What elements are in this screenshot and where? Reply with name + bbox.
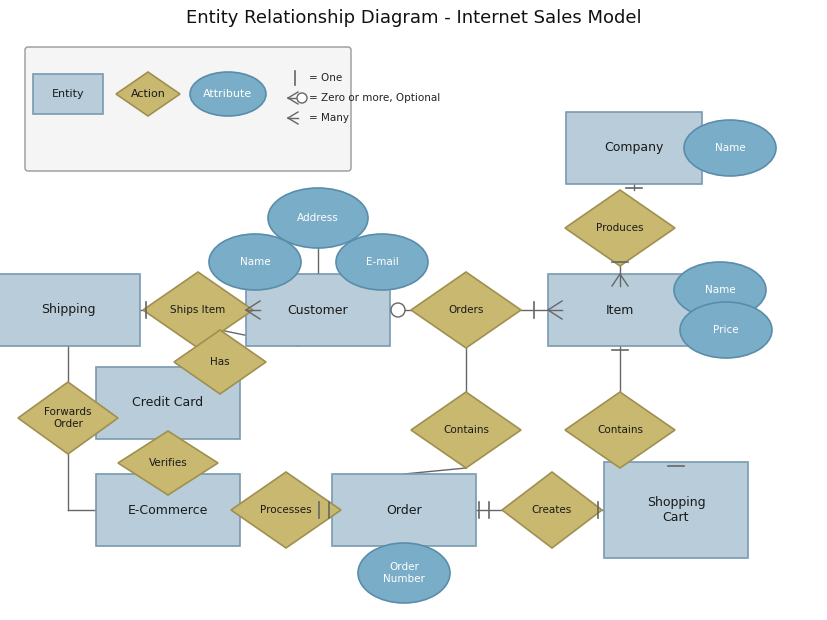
Polygon shape xyxy=(143,272,253,348)
FancyBboxPatch shape xyxy=(566,112,701,184)
Text: Produces: Produces xyxy=(595,223,643,233)
Text: Verifies: Verifies xyxy=(148,458,187,468)
Text: = One: = One xyxy=(308,73,342,83)
Text: Contains: Contains xyxy=(596,425,643,435)
Text: Customer: Customer xyxy=(287,304,348,316)
Polygon shape xyxy=(564,190,674,266)
Ellipse shape xyxy=(673,262,765,318)
FancyBboxPatch shape xyxy=(96,367,240,439)
Text: E-Commerce: E-Commerce xyxy=(127,503,208,516)
Text: Contains: Contains xyxy=(442,425,489,435)
Text: Item: Item xyxy=(605,304,633,316)
Text: Shopping
Cart: Shopping Cart xyxy=(646,496,705,524)
Text: = Zero or more, Optional: = Zero or more, Optional xyxy=(308,93,440,103)
Text: Name: Name xyxy=(704,285,734,295)
Text: Entity: Entity xyxy=(51,89,84,99)
Text: Credit Card: Credit Card xyxy=(132,397,203,409)
Ellipse shape xyxy=(683,120,775,176)
Text: Ships Item: Ships Item xyxy=(170,305,225,315)
Text: Attribute: Attribute xyxy=(203,89,252,99)
FancyBboxPatch shape xyxy=(603,462,747,558)
Polygon shape xyxy=(118,431,218,495)
Text: = Many: = Many xyxy=(308,113,348,123)
Ellipse shape xyxy=(336,234,428,290)
FancyBboxPatch shape xyxy=(547,274,691,346)
FancyBboxPatch shape xyxy=(246,274,390,346)
Text: Price: Price xyxy=(712,325,738,335)
Polygon shape xyxy=(116,72,179,116)
Polygon shape xyxy=(410,272,520,348)
Polygon shape xyxy=(501,472,601,548)
FancyBboxPatch shape xyxy=(25,47,351,171)
Ellipse shape xyxy=(208,234,301,290)
Ellipse shape xyxy=(679,302,771,358)
Ellipse shape xyxy=(189,72,265,116)
Text: Name: Name xyxy=(714,143,744,153)
Text: Processes: Processes xyxy=(260,505,312,515)
FancyBboxPatch shape xyxy=(332,474,476,546)
Ellipse shape xyxy=(357,543,449,603)
Text: Company: Company xyxy=(604,141,663,154)
Ellipse shape xyxy=(268,188,367,248)
Circle shape xyxy=(297,93,307,103)
Text: Action: Action xyxy=(131,89,165,99)
Text: Orders: Orders xyxy=(447,305,483,315)
Text: Creates: Creates xyxy=(531,505,571,515)
Text: Name: Name xyxy=(239,257,270,267)
Polygon shape xyxy=(231,472,341,548)
FancyBboxPatch shape xyxy=(96,474,240,546)
Circle shape xyxy=(390,303,404,317)
Polygon shape xyxy=(410,392,520,468)
Text: Shipping: Shipping xyxy=(41,304,95,316)
FancyBboxPatch shape xyxy=(33,74,103,114)
Polygon shape xyxy=(18,382,118,454)
Text: Forwards
Order: Forwards Order xyxy=(44,407,92,429)
FancyBboxPatch shape xyxy=(0,274,140,346)
Polygon shape xyxy=(174,330,265,394)
Text: Address: Address xyxy=(297,213,338,223)
Text: Has: Has xyxy=(210,357,230,367)
Text: Order
Number: Order Number xyxy=(383,562,424,584)
Polygon shape xyxy=(564,392,674,468)
Text: Entity Relationship Diagram - Internet Sales Model: Entity Relationship Diagram - Internet S… xyxy=(186,9,641,27)
Text: E-mail: E-mail xyxy=(366,257,398,267)
Text: Order: Order xyxy=(385,503,421,516)
